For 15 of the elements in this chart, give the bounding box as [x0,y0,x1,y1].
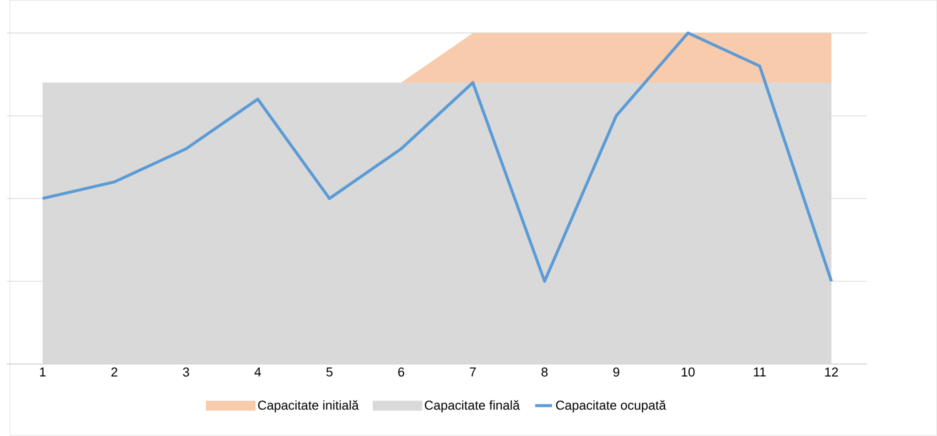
x-tick-label: 10 [682,368,695,377]
x-tick-label: 1 [40,368,46,377]
x-tick-label: 4 [254,368,261,377]
x-tick-label: 12 [825,368,838,377]
legend-label: Capacitate ocupată [556,400,666,413]
legend-label: Capacitate finală [424,400,520,413]
x-tick-label: 3 [182,368,190,377]
x-tick-label: 6 [398,368,404,377]
legend-label: Capacitate initială [258,400,359,413]
x-tick-label: 7 [470,368,476,377]
x-tick-label: 5 [326,368,332,377]
x-tick-label: 8 [542,368,548,377]
x-tick-label: 9 [613,368,620,377]
x-tick-label: 11 [754,368,766,377]
x-tick-label: 2 [111,368,118,377]
